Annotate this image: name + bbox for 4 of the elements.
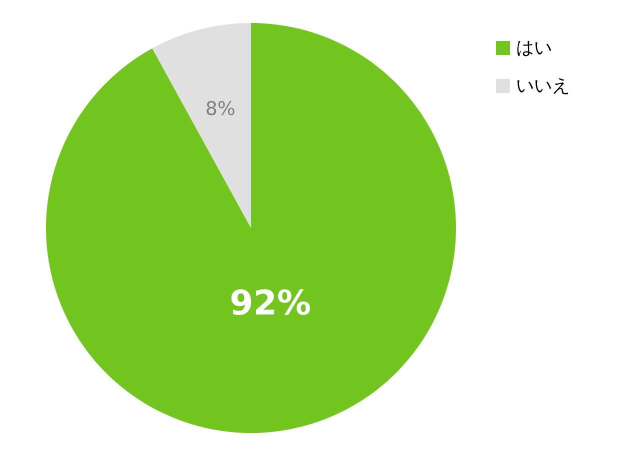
legend-label: いいえ [516,76,570,96]
legend-label: はい [516,38,552,58]
data-label: 92% [230,283,312,324]
data-label: 8% [205,98,236,120]
